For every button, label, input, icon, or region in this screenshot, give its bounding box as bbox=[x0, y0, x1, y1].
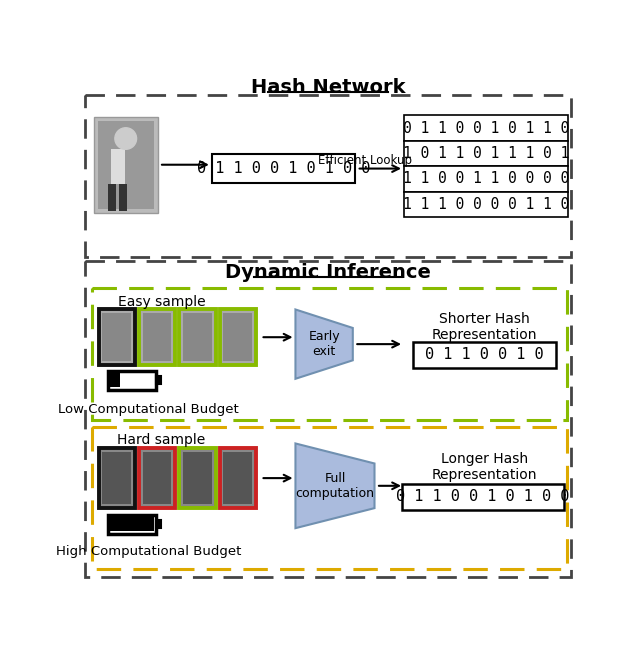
Bar bbox=[110, 373, 120, 387]
Bar bbox=[119, 184, 127, 211]
Text: 0 1 1 0 0 1 0 1 1 0: 0 1 1 0 0 1 0 1 1 0 bbox=[403, 120, 569, 135]
Bar bbox=[139, 309, 175, 365]
Bar bbox=[220, 448, 256, 508]
Bar bbox=[223, 452, 252, 504]
Bar bbox=[102, 313, 131, 361]
Text: Early
exit: Early exit bbox=[308, 330, 340, 358]
Bar bbox=[110, 517, 154, 531]
Text: Shorter Hash
Representation: Shorter Hash Representation bbox=[432, 312, 538, 342]
Text: 0 1 1 0 0 1 0 1 0 0: 0 1 1 0 0 1 0 1 0 0 bbox=[196, 161, 370, 176]
Bar bbox=[183, 452, 212, 504]
Text: 0 1 1 0 0 1 0: 0 1 1 0 0 1 0 bbox=[425, 347, 544, 362]
Bar bbox=[223, 313, 252, 361]
Bar bbox=[404, 116, 568, 141]
Bar bbox=[99, 309, 135, 365]
Text: 0 1 1 0 0 1 0 1 0 0: 0 1 1 0 0 1 0 1 0 0 bbox=[396, 489, 570, 504]
Bar bbox=[85, 261, 571, 577]
Bar bbox=[111, 149, 125, 184]
Text: Full
computation: Full computation bbox=[296, 472, 374, 500]
Bar bbox=[102, 452, 131, 504]
Bar bbox=[404, 166, 568, 192]
Bar bbox=[404, 141, 568, 166]
Text: Longer Hash
Representation: Longer Hash Representation bbox=[432, 452, 538, 483]
Text: High Computational Budget: High Computational Budget bbox=[56, 545, 241, 558]
Text: Easy sample: Easy sample bbox=[118, 295, 205, 309]
Bar bbox=[94, 117, 157, 213]
Text: Hard sample: Hard sample bbox=[117, 434, 205, 447]
Bar bbox=[156, 521, 161, 528]
Bar bbox=[404, 192, 568, 217]
Bar bbox=[98, 121, 154, 209]
Polygon shape bbox=[296, 443, 374, 528]
Text: 1 0 1 1 0 1 1 1 0 1: 1 0 1 1 0 1 1 1 0 1 bbox=[403, 146, 569, 161]
Bar bbox=[183, 313, 212, 361]
Bar bbox=[108, 371, 156, 390]
Bar bbox=[139, 448, 175, 508]
Text: 1 1 0 0 1 1 0 0 0 0: 1 1 0 0 1 1 0 0 0 0 bbox=[403, 171, 569, 186]
Text: Hash Network: Hash Network bbox=[251, 78, 405, 97]
Bar bbox=[108, 184, 116, 211]
Bar bbox=[99, 448, 135, 508]
Bar bbox=[220, 309, 256, 365]
Bar bbox=[413, 342, 556, 368]
Bar bbox=[179, 448, 216, 508]
Bar bbox=[212, 154, 355, 183]
Text: Dynamic Inference: Dynamic Inference bbox=[225, 263, 431, 282]
Bar bbox=[92, 288, 566, 421]
Text: Efficient Lookup: Efficient Lookup bbox=[318, 154, 412, 167]
Circle shape bbox=[115, 128, 136, 149]
Polygon shape bbox=[296, 309, 353, 379]
Text: Low Computational Budget: Low Computational Budget bbox=[58, 403, 239, 416]
Bar bbox=[92, 426, 566, 569]
Bar bbox=[85, 95, 571, 257]
Bar bbox=[143, 452, 172, 504]
Bar bbox=[179, 309, 216, 365]
Bar bbox=[402, 483, 564, 509]
Bar bbox=[156, 377, 161, 384]
Text: 1 1 1 0 0 0 0 1 1 0: 1 1 1 0 0 0 0 1 1 0 bbox=[403, 197, 569, 212]
Bar bbox=[143, 313, 172, 361]
Bar bbox=[108, 515, 156, 534]
